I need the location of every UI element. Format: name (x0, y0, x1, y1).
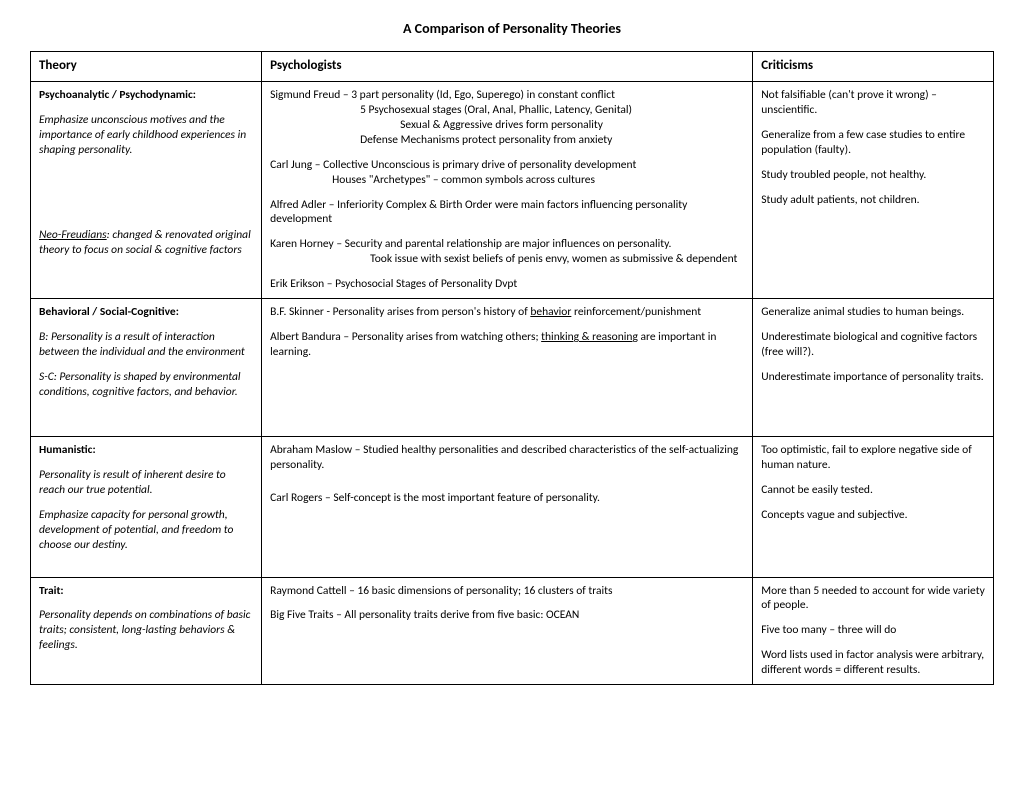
theory-desc: Personality depends on combinations of b… (39, 608, 253, 653)
crit-item: Study adult patients, not children. (761, 193, 985, 208)
psych-cell: Abraham Maslow – Studied healthy persona… (262, 436, 753, 577)
crit-item: Not falsifiable (can't prove it wrong) –… (761, 88, 985, 118)
crit-item: Generalize animal studies to human being… (761, 305, 985, 320)
theory-cell: Behavioral / Social-Cognitive: B: Person… (31, 299, 262, 437)
crit-item: Cannot be easily tested. (761, 483, 985, 498)
neo-freudians-label: Neo-Freudians (39, 228, 107, 242)
crit-item: Study troubled people, not healthy. (761, 168, 985, 183)
crit-cell: More than 5 needed to account for wide v… (753, 577, 994, 685)
header-crit: Criticisms (753, 52, 994, 82)
maslow-line: Abraham Maslow – Studied healthy persona… (270, 443, 744, 473)
freud-line3: Sexual & Aggressive drives form personal… (270, 118, 744, 133)
comparison-table: Theory Psychologists Criticisms Psychoan… (30, 51, 994, 685)
theory-heading: Trait: (39, 584, 253, 599)
table-row: Humanistic: Personality is result of inh… (31, 436, 994, 577)
table-row: Trait: Personality depends on combinatio… (31, 577, 994, 685)
text-underline: behavior (530, 305, 571, 319)
theory-heading: Behavioral / Social-Cognitive: (39, 305, 253, 320)
skinner-line: B.F. Skinner - Personality arises from p… (270, 305, 744, 320)
theory-desc: Emphasize unconscious motives and the im… (39, 113, 253, 158)
theory-heading: Psychoanalytic / Psychodynamic: (39, 88, 253, 103)
text: Albert Bandura – Personality arises from… (270, 330, 541, 344)
crit-item: Too optimistic, fail to explore negative… (761, 443, 985, 473)
horney-line1: Karen Horney – Security and parental rel… (270, 237, 744, 252)
crit-cell: Too optimistic, fail to explore negative… (753, 436, 994, 577)
theory-desc: Personality is result of inherent desire… (39, 468, 253, 498)
theory-desc: B: Personality is a result of interactio… (39, 330, 253, 360)
header-row: Theory Psychologists Criticisms (31, 52, 994, 82)
theory-heading: Humanistic: (39, 443, 253, 458)
jung-line2: Houses "Archetypes" – common symbols acr… (270, 173, 744, 188)
b-desc: Personality is a result of interaction b… (39, 330, 245, 359)
crit-item: More than 5 needed to account for wide v… (761, 584, 985, 614)
header-psych: Psychologists (262, 52, 753, 82)
theory-cell: Trait: Personality depends on combinatio… (31, 577, 262, 685)
freud-line1: Sigmund Freud – 3 part personality (Id, … (270, 88, 744, 103)
theory-sub: Neo-Freudians: changed & renovated origi… (39, 228, 253, 258)
psych-cell: B.F. Skinner - Personality arises from p… (262, 299, 753, 437)
crit-item: Underestimate importance of personality … (761, 370, 985, 385)
header-theory: Theory (31, 52, 262, 82)
theory-desc: Emphasize capacity for personal growth, … (39, 508, 253, 553)
crit-item: Generalize from a few case studies to en… (761, 128, 985, 158)
crit-cell: Generalize animal studies to human being… (753, 299, 994, 437)
psych-cell: Sigmund Freud – 3 part personality (Id, … (262, 81, 753, 298)
theory-cell: Psychoanalytic / Psychodynamic: Emphasiz… (31, 81, 262, 298)
crit-item: Underestimate biological and cognitive f… (761, 330, 985, 360)
crit-item: Concepts vague and subjective. (761, 508, 985, 523)
theory-cell: Humanistic: Personality is result of inh… (31, 436, 262, 577)
freud-line4: Defense Mechanisms protect personality f… (270, 133, 744, 148)
cattell-line: Raymond Cattell – 16 basic dimensions of… (270, 584, 744, 599)
bigfive-line: Big Five Traits – All personality traits… (270, 608, 744, 623)
bandura-line: Albert Bandura – Personality arises from… (270, 330, 744, 360)
crit-item: Five too many – three will do (761, 623, 985, 638)
table-row: Psychoanalytic / Psychodynamic: Emphasiz… (31, 81, 994, 298)
rogers-line: Carl Rogers – Self-concept is the most i… (270, 491, 744, 506)
psych-cell: Raymond Cattell – 16 basic dimensions of… (262, 577, 753, 685)
text: reinforcement/punishment (571, 305, 701, 319)
horney-line2: Took issue with sexist beliefs of penis … (270, 252, 744, 267)
theory-desc: S-C: Personality is shaped by environmen… (39, 370, 253, 400)
table-row: Behavioral / Social-Cognitive: B: Person… (31, 299, 994, 437)
crit-item: Word lists used in factor analysis were … (761, 648, 985, 678)
adler-line: Alfred Adler – Inferiority Complex & Bir… (270, 198, 744, 228)
b-label: B: (39, 330, 51, 344)
jung-line1: Carl Jung – Collective Unconscious is pr… (270, 158, 744, 173)
erikson-line: Erik Erikson – Psychosocial Stages of Pe… (270, 277, 744, 292)
page-title: A Comparison of Personality Theories (30, 20, 994, 37)
text: B.F. Skinner - Personality arises from p… (270, 305, 530, 319)
crit-cell: Not falsifiable (can't prove it wrong) –… (753, 81, 994, 298)
freud-line2: 5 Psychosexual stages (Oral, Anal, Phall… (270, 103, 744, 118)
text-underline: thinking & reasoning (541, 330, 638, 344)
